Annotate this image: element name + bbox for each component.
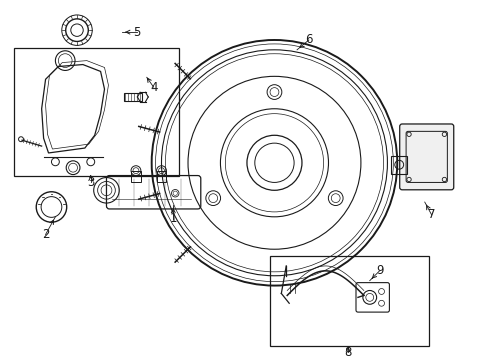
Text: 6: 6 bbox=[305, 33, 312, 46]
Text: 2: 2 bbox=[42, 228, 49, 241]
Bar bbox=[269, 256, 428, 346]
Bar bbox=[156, 171, 166, 183]
Bar bbox=[124, 93, 142, 102]
Bar bbox=[131, 171, 141, 183]
Text: 5: 5 bbox=[133, 26, 141, 39]
Text: 1: 1 bbox=[169, 212, 177, 225]
Text: 3: 3 bbox=[87, 176, 94, 189]
FancyBboxPatch shape bbox=[399, 124, 453, 190]
Bar bbox=[390, 156, 406, 174]
Text: 7: 7 bbox=[427, 208, 434, 221]
Text: 4: 4 bbox=[150, 81, 157, 94]
Text: 9: 9 bbox=[375, 264, 383, 277]
Bar bbox=[14, 48, 179, 176]
Text: 8: 8 bbox=[344, 346, 351, 359]
